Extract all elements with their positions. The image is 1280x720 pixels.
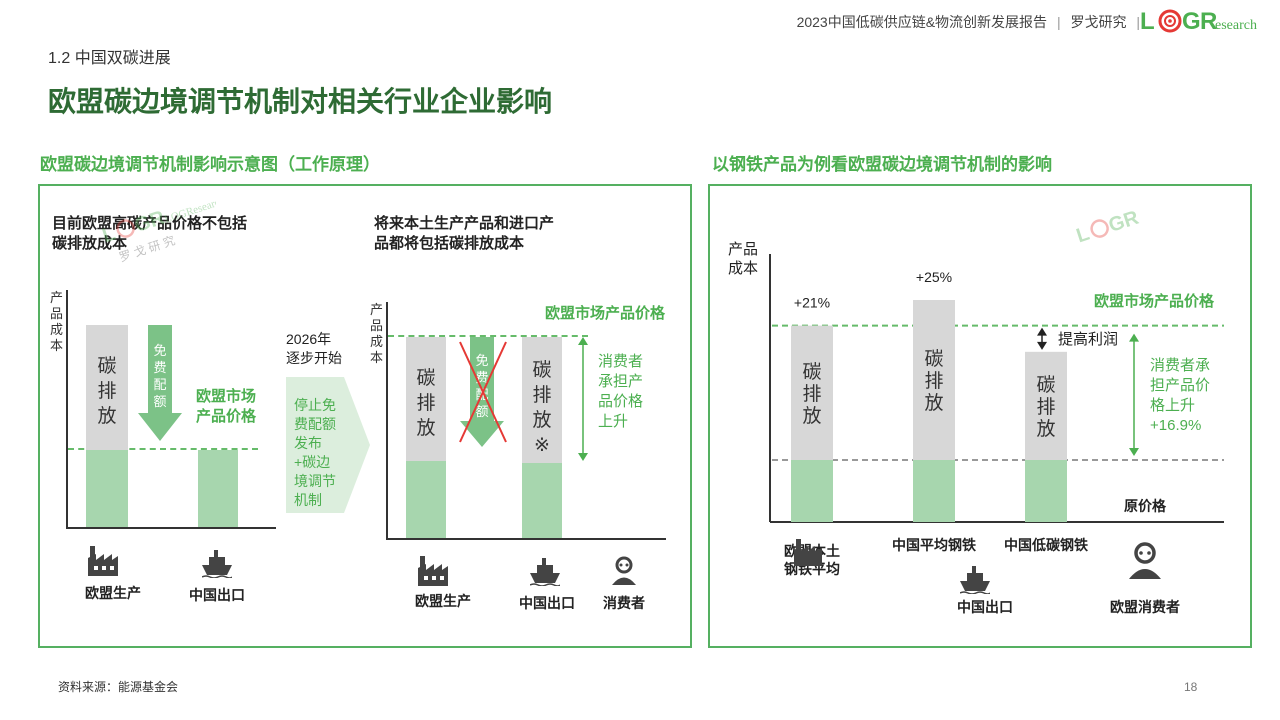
original-price-label: 原价格 xyxy=(1124,498,1166,514)
eu-production-carbon-bar xyxy=(406,337,446,461)
china-export-carbon-bar xyxy=(522,337,562,463)
carbon-bar-label: 碳 xyxy=(924,348,943,370)
left-axis-y-1 xyxy=(66,290,68,528)
left-axis-label-2: 产 品 成 本 xyxy=(370,302,384,365)
profit-arrow-head xyxy=(1037,341,1047,350)
data-label: +25% xyxy=(916,269,952,285)
carbon-bar xyxy=(791,325,833,460)
profit-arrow-head xyxy=(1037,327,1047,336)
log-research-logo: L G R esearch xyxy=(1140,8,1257,35)
carbon-bar-label: 排 xyxy=(802,383,821,405)
eu-price-label-1: 欧盟市场 产品价格 xyxy=(196,388,257,425)
svg-text:GR: GR xyxy=(132,207,168,237)
svg-text:esearch: esearch xyxy=(1215,18,1257,33)
consumer-icon xyxy=(612,556,636,585)
consumer-arrow-head xyxy=(1129,333,1139,342)
carbon-bar xyxy=(913,300,955,460)
carbon-bar-label: 放 xyxy=(802,405,821,427)
category-label: 中国平均钢铁 xyxy=(892,537,976,553)
eu-base-bar xyxy=(86,450,128,527)
base-cost-bar xyxy=(1025,460,1067,522)
eu-price-label-2: 欧盟市场产品价格 xyxy=(545,305,666,322)
note-current: 目前欧盟高碳产品价格不包括 碳排放成本 xyxy=(52,215,248,252)
eu-carbon-bar xyxy=(86,325,128,450)
right-category-china-export: 中国出口 xyxy=(957,599,1013,615)
cross-out-icon xyxy=(459,341,507,443)
carbon-bar-label: 排 xyxy=(1036,396,1055,418)
left-panel-title: 欧盟碳边境调节机制影响示意图（工作原理） xyxy=(40,155,380,174)
svg-text:G: G xyxy=(1182,8,1201,35)
factory-icon xyxy=(418,556,448,586)
data-label: +21% xyxy=(794,295,830,311)
eu-price-line-1 xyxy=(68,448,258,450)
profit-label: 提高利润 xyxy=(1058,331,1119,348)
svg-text:LOGResearch: LOGResearch xyxy=(163,195,216,226)
base-cost-bar xyxy=(913,460,955,522)
svg-text:R: R xyxy=(1200,8,1217,35)
left-axis-y-2 xyxy=(386,302,388,538)
carbon-bar xyxy=(1025,351,1067,460)
carbon-bar-label: 排 xyxy=(924,370,943,392)
right-panel-title: 以钢铁产品为例看欧盟碳边境调节机制的影响 xyxy=(712,155,1052,174)
left-axis-x-2 xyxy=(386,538,666,540)
svg-text:L: L xyxy=(100,223,118,248)
right-consumer-note: 消费者承 担产品价 格上升 +16.9% xyxy=(1150,357,1211,434)
right-eu-price-label: 欧盟市场产品价格 xyxy=(1094,293,1215,310)
china-export-base-bar xyxy=(198,450,238,527)
year-label: 2026年 逐步开始 xyxy=(286,331,342,366)
category-china-export-1: 中国出口 xyxy=(189,587,245,603)
transition-text: 停止免 费配额 发布 +碳边 境调节 机制 xyxy=(294,397,336,508)
ship-icon xyxy=(202,550,232,578)
consumer-arrow-head xyxy=(1129,448,1139,456)
free-quota-label: 免 费 配 额 xyxy=(153,343,167,409)
watermark-logo: L GR xyxy=(1074,207,1142,248)
china-export-carbon-label: 碳 排 放 ※ xyxy=(532,360,552,456)
factory-icon xyxy=(88,546,118,576)
source-note: 资料来源：能源基金会 xyxy=(58,680,179,694)
consumer-icon xyxy=(1129,542,1161,579)
eu-price-line-2 xyxy=(388,335,588,337)
carbon-bar-label: 碳 xyxy=(1036,374,1055,396)
consumer-note-left: 消费者 承担产 品价格 上升 xyxy=(598,353,644,430)
watermark-logo: L GR LOGResearch xyxy=(100,195,216,248)
eu-production-base-bar xyxy=(406,461,446,538)
category-eu-production-2: 欧盟生产 xyxy=(415,593,471,609)
ship-icon xyxy=(960,566,990,594)
svg-text:L: L xyxy=(1074,223,1092,248)
carbon-bar-label: 放 xyxy=(924,392,943,414)
carbon-bar-label: 放 xyxy=(1036,418,1055,440)
transition-arrow xyxy=(286,377,370,513)
eu-production-carbon-label: 碳 排 放 xyxy=(416,368,436,439)
note-future: 将来本土生产产品和进口产 品都将包括碳排放成本 xyxy=(374,215,555,252)
section-label: 1.2 中国双碳进展 xyxy=(48,50,171,67)
category-china-export-2: 中国出口 xyxy=(519,595,575,611)
report-title: 2023中国低碳供应链&物流创新发展报告 | 罗戈研究 | xyxy=(796,14,1140,30)
left-axis-label-1: 产 品 成 本 xyxy=(50,290,64,353)
right-category-consumer: 欧盟消费者 xyxy=(1110,599,1180,615)
base-cost-bar xyxy=(791,460,833,522)
free-quota-arrow xyxy=(138,325,182,441)
svg-text:GR: GR xyxy=(1106,207,1142,237)
left-axis-x-1 xyxy=(66,527,276,529)
svg-text:L: L xyxy=(1140,8,1155,35)
right-axis-label: 产品 成本 xyxy=(728,241,759,277)
ship-icon xyxy=(530,558,560,586)
consumer-range-arrow xyxy=(578,337,588,461)
page-title: 欧盟碳边境调节机制对相关行业企业影响 xyxy=(48,86,553,117)
eu-carbon-label: 碳 排 放 xyxy=(97,356,117,427)
china-export-base-bar-2 xyxy=(522,463,562,538)
carbon-bar-label: 碳 xyxy=(802,361,821,383)
page-number: 18 xyxy=(1184,680,1198,694)
category-label: 中国低碳钢铁 xyxy=(1004,537,1088,553)
org-name: 罗戈研究 xyxy=(1070,14,1127,30)
factory-icon xyxy=(794,539,822,566)
category-eu-production-1: 欧盟生产 xyxy=(85,585,141,601)
category-consumer: 消费者 xyxy=(603,595,645,611)
